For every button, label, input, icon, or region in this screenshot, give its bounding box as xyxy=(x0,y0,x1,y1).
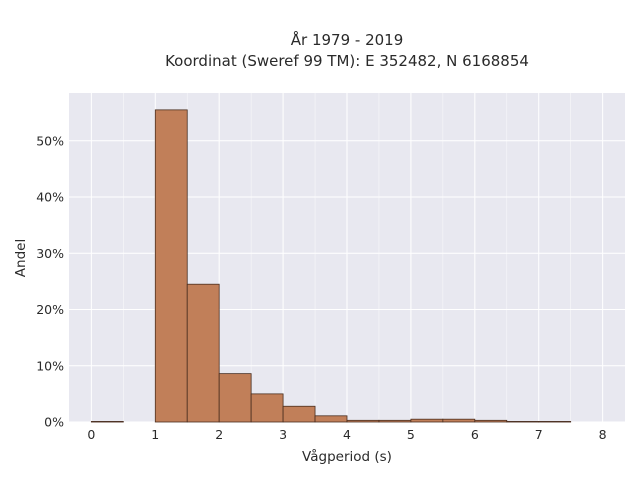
histogram-bar xyxy=(314,415,348,423)
histogram-bar xyxy=(346,419,380,423)
histogram-bar xyxy=(154,109,188,423)
x-tick-label: 7 xyxy=(535,427,543,442)
y-tick-label: 30% xyxy=(36,246,64,261)
histogram-bar xyxy=(186,283,220,423)
x-axis-ticks: 0 1 2 3 4 5 6 7 8 xyxy=(87,427,606,442)
x-tick-label: 3 xyxy=(279,427,287,442)
x-axis-label: Vågperiod (s) xyxy=(302,448,392,465)
x-tick-label: 8 xyxy=(599,427,607,442)
chart-title-line1: År 1979 - 2019 xyxy=(291,30,404,49)
histogram-bar xyxy=(538,421,572,423)
histogram-bar xyxy=(474,419,508,423)
x-tick-label: 2 xyxy=(215,427,223,442)
x-tick-label: 4 xyxy=(343,427,351,442)
histogram-bar xyxy=(378,419,412,423)
histogram-bar xyxy=(90,421,124,423)
histogram-bar xyxy=(442,418,476,423)
chart-title-line2: Koordinat (Sweref 99 TM): E 352482, N 61… xyxy=(165,52,529,70)
y-tick-label: 10% xyxy=(36,358,64,373)
histogram-bar xyxy=(506,421,540,423)
y-tick-label: 40% xyxy=(36,190,64,205)
x-tick-label: 1 xyxy=(151,427,159,442)
x-tick-label: 6 xyxy=(471,427,479,442)
y-axis-ticks: 0% 10% 20% 30% 40% 50% xyxy=(36,133,64,429)
x-tick-label: 0 xyxy=(87,427,95,442)
y-tick-label: 20% xyxy=(36,302,64,317)
histogram-bar xyxy=(282,405,316,423)
histogram-bar xyxy=(410,418,444,423)
histogram-bar xyxy=(218,373,252,423)
y-axis-label: Andel xyxy=(13,239,29,277)
y-tick-label: 50% xyxy=(36,133,64,148)
y-tick-label: 0% xyxy=(44,415,64,430)
histogram-bars xyxy=(90,109,572,423)
histogram-bar xyxy=(250,393,284,423)
x-tick-label: 5 xyxy=(407,427,415,442)
